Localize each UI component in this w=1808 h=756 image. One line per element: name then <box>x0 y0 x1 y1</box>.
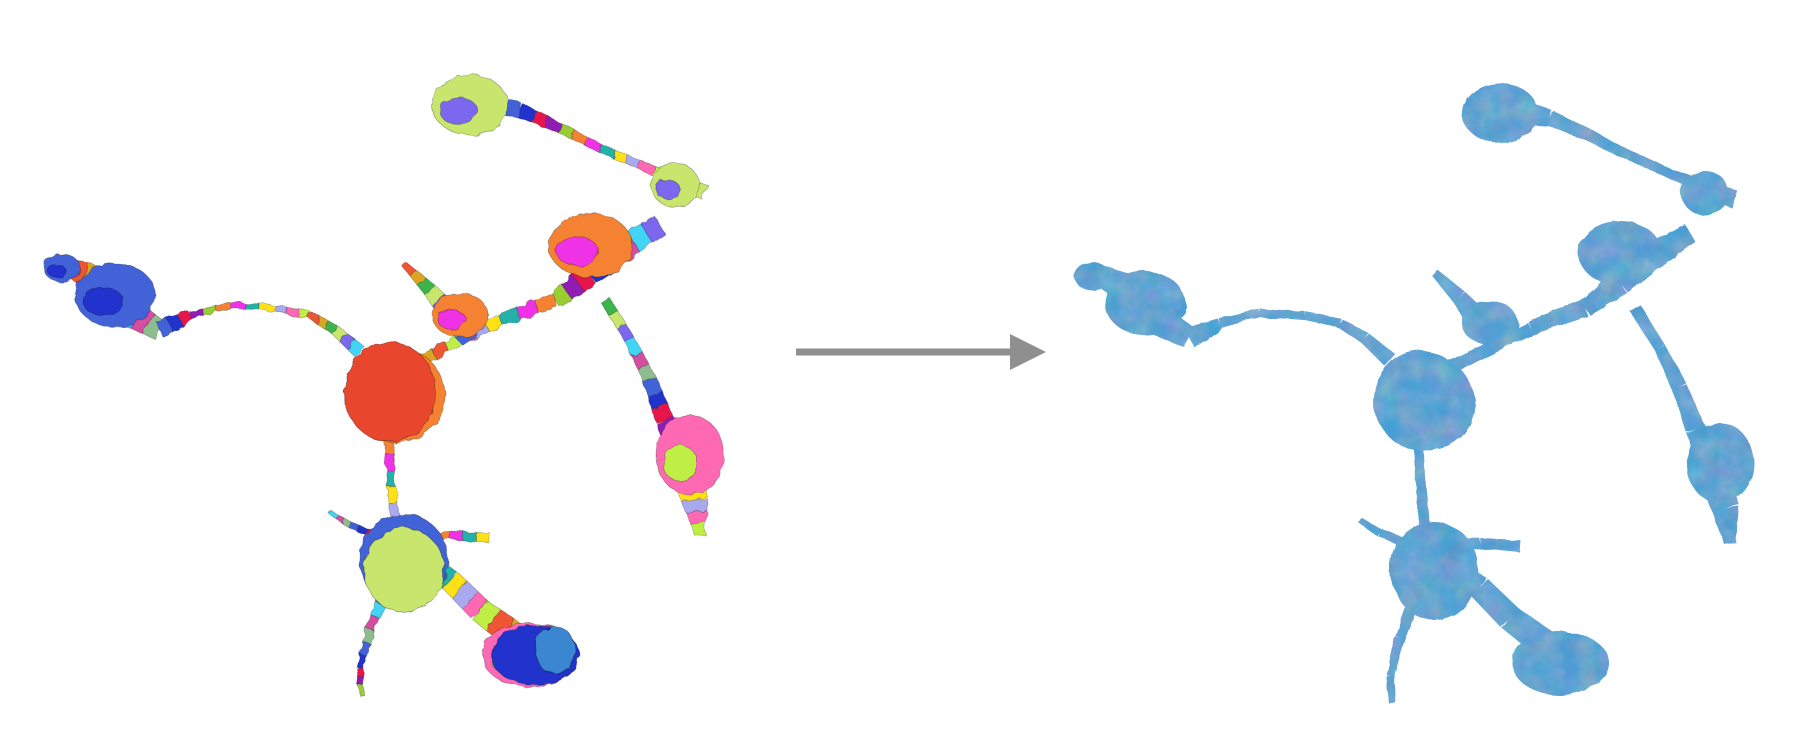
neuron-fragment <box>259 303 276 312</box>
neuron-fragment <box>188 307 205 320</box>
merged-neuron-segment <box>1446 342 1493 375</box>
merged-neuron-segment <box>1471 579 1520 628</box>
merged-neuron-segment <box>1361 333 1396 367</box>
neuron-fragment <box>475 531 491 544</box>
neuron-fragment <box>176 310 193 326</box>
neuron-fragment <box>201 304 218 316</box>
merged-neuron-segment <box>1358 517 1383 537</box>
merged-neuron-blob <box>1374 350 1466 450</box>
merged-neuron-segment <box>1654 345 1688 392</box>
merged-neuron-segment <box>1304 312 1341 328</box>
merged-neuron-blob <box>1686 423 1754 503</box>
merged-neuron-segment <box>1259 309 1306 320</box>
soma-fragment <box>363 527 445 613</box>
neuron-fragment <box>384 452 395 471</box>
merged-neuron-segment <box>1386 675 1396 704</box>
merged-neuron-blob <box>1462 301 1518 345</box>
neuron-fragment <box>362 628 375 645</box>
neuron-fragment-blob <box>556 236 599 267</box>
merged-neuron-segment <box>1672 385 1705 432</box>
neuron-fragment-blob <box>437 309 467 330</box>
merged-neuron-blob <box>1105 271 1185 335</box>
neuron-fragment <box>365 614 380 632</box>
neuron-fragment <box>357 676 365 687</box>
merged-neuron-segment <box>1527 299 1589 335</box>
merged-neuron-segment <box>1711 506 1739 544</box>
soma-fragment <box>343 341 437 443</box>
neuron-fragment <box>359 641 371 657</box>
neuron-fragment <box>244 302 261 311</box>
merged-neuron-segment <box>1415 477 1431 529</box>
neuron-fragment <box>285 306 300 317</box>
neuron-fragment <box>387 485 399 505</box>
neuron-fragment <box>215 301 232 313</box>
merged-neuron-segment <box>1185 318 1223 348</box>
neuron-fragment-blob <box>82 286 124 317</box>
neuron-fragment-blob <box>47 264 66 278</box>
merged-neuron-segment <box>1546 110 1593 142</box>
merged-neuron-blob <box>1394 536 1474 620</box>
merged-neuron-blob <box>1074 262 1110 290</box>
merged-neuron-segment <box>1218 309 1261 328</box>
neuron-fragment <box>616 323 635 344</box>
merged-neuron-blob <box>1462 83 1538 143</box>
merged-neuron <box>1074 83 1754 704</box>
merged-neuron-segment <box>1432 270 1466 304</box>
neuron-fragment-blob <box>439 97 479 125</box>
merged-neuron-blob <box>1521 633 1609 693</box>
neuron-fragment <box>449 530 465 541</box>
merged-neuron-segment <box>1629 304 1666 352</box>
neuron-fragment-blob <box>655 179 681 200</box>
neuron-fragment <box>356 653 368 670</box>
neuron-fragment <box>549 283 573 308</box>
neuron-fragment <box>229 301 246 310</box>
neuron-fragment <box>273 304 288 314</box>
merged-neuron-segment <box>1479 538 1521 552</box>
neuron-fragment <box>358 685 365 696</box>
merged-neuron-segment <box>1587 130 1633 161</box>
soma-fragment <box>534 625 576 675</box>
merged-neuron-segment <box>1337 319 1369 344</box>
neuron-fragment <box>417 277 436 296</box>
merged-neuron-segment <box>1628 151 1672 178</box>
neuron-fragment <box>297 308 312 319</box>
neuron-fragment-blob <box>662 444 698 482</box>
neuron-fragment <box>346 339 366 358</box>
over-segmented-neuron <box>43 74 725 696</box>
arrow-right-icon <box>796 334 1046 370</box>
merged-neuron-blob <box>1681 171 1729 215</box>
neuron-fragment <box>385 469 397 488</box>
neuron-fragment <box>637 363 657 384</box>
merged-neuron-blob <box>1578 221 1662 285</box>
merged-neuron-segment <box>1386 636 1405 678</box>
neuron-fragment <box>690 521 707 537</box>
neuron-fragment <box>462 531 478 543</box>
neuron-fragment <box>356 667 364 678</box>
